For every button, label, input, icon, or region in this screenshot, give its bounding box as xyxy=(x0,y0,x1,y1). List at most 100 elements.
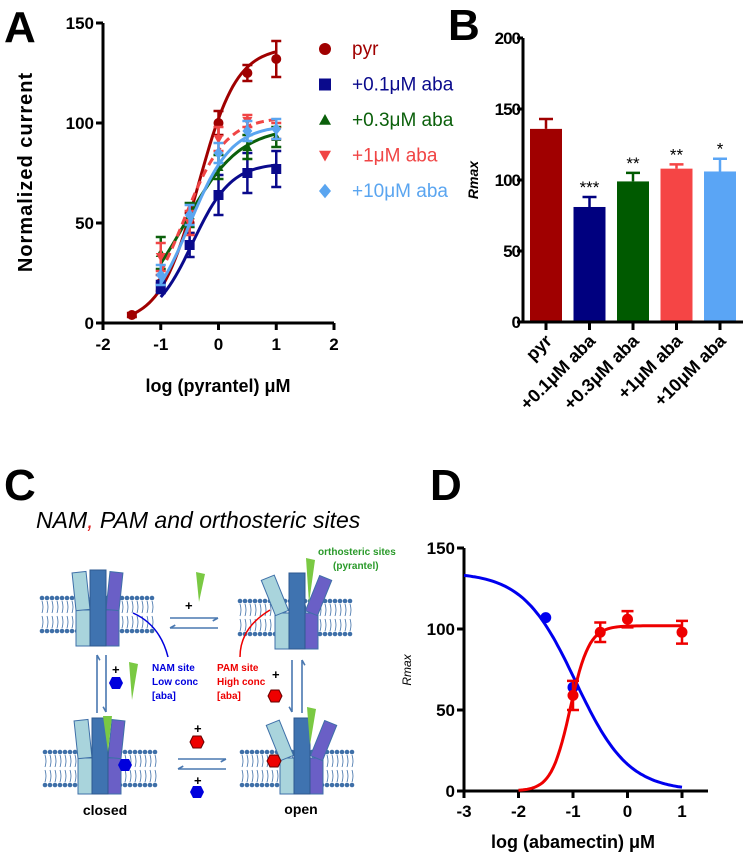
lipid-tail xyxy=(344,603,347,632)
lipid-head xyxy=(327,631,333,637)
lipid-head xyxy=(139,628,145,634)
channel-subunit xyxy=(260,574,290,617)
lipid-head xyxy=(142,749,148,755)
orthosteric-sublabel: (pyrantel) xyxy=(333,561,379,572)
lipid-tail xyxy=(244,603,247,632)
lipid-head xyxy=(237,598,243,604)
lipid-head xyxy=(262,631,268,637)
error-bar xyxy=(669,163,684,169)
lipid-tail xyxy=(121,600,124,629)
lipid-head xyxy=(334,749,340,755)
nam-abamectin-icon xyxy=(190,786,204,798)
svg-text:+: + xyxy=(194,773,202,788)
lipid-head xyxy=(342,598,348,604)
channel-subunit xyxy=(91,717,109,795)
bar xyxy=(660,168,693,322)
channel-subunit xyxy=(75,609,91,647)
svg-text:+: + xyxy=(272,667,280,682)
lipid-tail xyxy=(339,603,342,632)
legend-label: +1μM aba xyxy=(352,146,438,167)
pyrantel-bound-icon xyxy=(307,707,316,745)
pyrantel-bound-icon xyxy=(306,558,315,603)
lipid-head xyxy=(127,782,133,788)
channel-subunit xyxy=(279,757,295,795)
lipid-tail xyxy=(349,603,352,632)
lipid-head xyxy=(124,628,130,634)
lipid-head xyxy=(262,598,268,604)
svg-text:NAM site: NAM site xyxy=(152,663,195,674)
lipid-head xyxy=(249,782,255,788)
equilibrium-arrow xyxy=(177,765,226,770)
lipid-tail xyxy=(59,754,62,783)
x-tick-label: -2 xyxy=(511,802,526,821)
lipid-head xyxy=(249,749,255,755)
lipid-head xyxy=(59,595,65,601)
panel-label-c: C xyxy=(4,461,36,510)
lipid-head xyxy=(347,631,353,637)
lipid-head xyxy=(124,595,130,601)
lipid-tail xyxy=(54,754,57,783)
closed-channel xyxy=(71,569,124,647)
legend-marker xyxy=(319,78,331,91)
lipid-head xyxy=(72,749,78,755)
significance-label: ** xyxy=(626,154,640,173)
lipid-head xyxy=(269,782,275,788)
bar xyxy=(704,171,736,322)
lipid-tail xyxy=(154,754,157,783)
series-0 xyxy=(126,39,282,320)
lipid-head xyxy=(237,631,243,637)
lipid-head xyxy=(49,595,55,601)
lipid-tail xyxy=(341,754,344,783)
pam-abamectin-bound-icon xyxy=(266,754,282,768)
lipid-tail xyxy=(139,754,142,783)
fit-curve xyxy=(159,126,277,284)
channel-subunit xyxy=(105,571,124,612)
lipid-tail xyxy=(46,600,49,629)
legend-marker xyxy=(319,43,331,55)
lipid-tail xyxy=(324,603,327,632)
data-point xyxy=(567,689,579,701)
channel-subunit xyxy=(309,757,324,795)
lipid-head xyxy=(254,782,260,788)
open-channel xyxy=(260,572,333,650)
equilibrium-arrow xyxy=(301,659,306,713)
lipid-head xyxy=(239,782,245,788)
x-tick-label: -3 xyxy=(456,802,471,821)
lipid-head xyxy=(259,749,265,755)
channel-subunit xyxy=(274,612,290,650)
lipid-tail xyxy=(259,603,262,632)
lipid-head xyxy=(332,631,338,637)
lipid-head xyxy=(129,595,135,601)
lipid-head xyxy=(339,782,345,788)
lipid-head xyxy=(42,782,48,788)
error-bar xyxy=(582,195,597,207)
panel-a-ylabel: Normalized current xyxy=(15,72,37,272)
lipid-head xyxy=(247,598,253,604)
y-tick-label: 100 xyxy=(66,114,94,133)
nam-site-label: NAM site Low conc [aba] xyxy=(152,663,199,702)
lipid-head xyxy=(254,749,260,755)
x-tick-label: 0 xyxy=(214,335,223,354)
lipid-head xyxy=(129,628,135,634)
lipid-head xyxy=(144,595,150,601)
lipid-head xyxy=(347,598,353,604)
lipid-head xyxy=(149,628,155,634)
lipid-head xyxy=(139,595,145,601)
lipid-tail xyxy=(241,754,244,783)
open-channel xyxy=(265,717,338,795)
lipid-head xyxy=(69,595,75,601)
lipid-head xyxy=(332,598,338,604)
nam-abamectin-bound-icon xyxy=(118,759,132,771)
y-tick-label: 200 xyxy=(495,29,521,48)
lipid-tail xyxy=(66,600,69,629)
channel-subunit xyxy=(304,574,333,617)
data-point xyxy=(213,190,224,200)
data-point xyxy=(594,626,606,638)
data-point xyxy=(271,123,282,135)
panel-c-title: NAM, PAM and orthosteric sites xyxy=(36,507,361,533)
lipid-tail xyxy=(351,754,354,783)
data-point xyxy=(271,164,282,174)
bar xyxy=(573,206,606,322)
lipid-tail xyxy=(246,754,249,783)
lipid-tail xyxy=(49,754,52,783)
